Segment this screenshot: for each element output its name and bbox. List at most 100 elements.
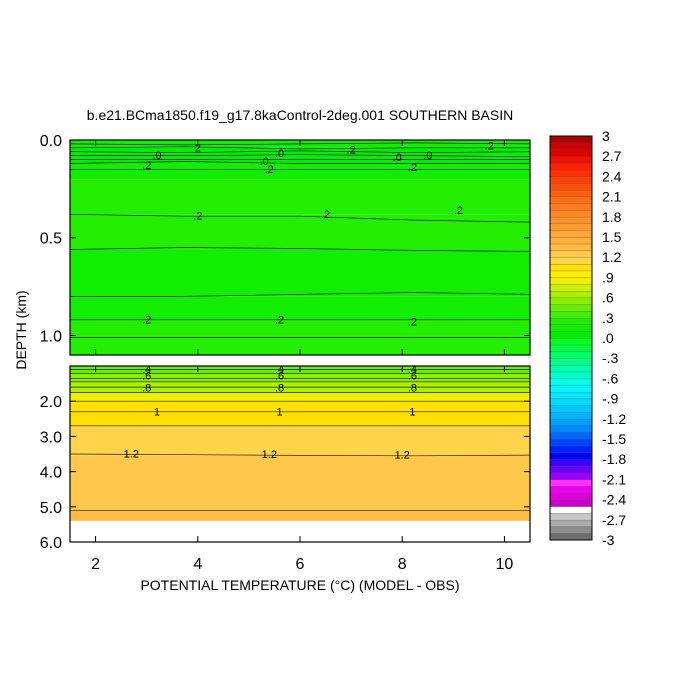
colorbar-swatch	[549, 216, 593, 224]
lower-panel-contours	[69, 369, 531, 511]
colorbar-swatch	[549, 156, 593, 164]
colorbar-swatch	[549, 236, 593, 245]
colorbar-swatch	[549, 472, 593, 480]
colorbar-swatch	[549, 324, 593, 332]
colorbar-swatch	[549, 364, 593, 373]
x-axis-ticks: 2 4 6 8 10	[91, 140, 513, 573]
colorbar-swatch	[549, 506, 593, 514]
colorbar-swatch	[549, 290, 593, 299]
upper-panel-fill	[70, 140, 530, 355]
colorbar-tick-labels: 3 2.7 2.4 2.1 1.8 1.5 1.2 .9 .6 .3 .0 -.3 -.6 -.9 -1.2…	[602, 128, 626, 548]
contour-label: .4	[408, 364, 417, 376]
colorbar-swatch	[549, 533, 593, 541]
upper-panel-y-ticks: 0.0 0.5 1.0	[40, 133, 530, 345]
contour-band	[70, 249, 530, 297]
contour-label: .6	[275, 370, 284, 382]
contour-label: .2	[193, 211, 202, 223]
x-axis-label: POTENTIAL TEMPERATURE (°C) (MODEL - OBS)	[140, 577, 459, 593]
colorbar-tick-label: .0	[602, 330, 614, 346]
chart-title: b.e21.BCma1850.f19_g17.8kaControl-2deg.0…	[87, 107, 513, 123]
contour-band	[70, 214, 530, 250]
contour-label: .0	[393, 152, 402, 164]
y-tick-label: 0.5	[40, 231, 62, 248]
lower-panel-y-ticks: 2.0 3.0 4.0 5.0 6.0	[40, 394, 530, 552]
colorbar-tick-label: -2.1	[602, 471, 626, 487]
contour-label: .0	[275, 148, 284, 160]
colorbar-swatch	[549, 304, 593, 312]
colorbar-swatch	[549, 485, 593, 494]
colorbar-swatch	[549, 223, 593, 231]
colorbar-swatch	[549, 519, 593, 527]
colorbar-swatch	[549, 189, 593, 198]
colorbar-swatch	[549, 465, 593, 474]
colorbar-swatch	[549, 243, 593, 251]
colorbar-swatch	[549, 263, 593, 272]
colorbar-tick-label: -.9	[602, 391, 619, 407]
colorbar-tick-label: -.6	[602, 370, 619, 386]
y-tick-label: 4.0	[40, 465, 62, 482]
colorbar-swatch	[549, 411, 593, 420]
colorbar-swatch	[549, 270, 593, 278]
colorbar-swatch	[549, 378, 593, 386]
contour-label: .2	[485, 140, 494, 152]
contour-band	[70, 179, 530, 215]
upper-panel: 2.0.2.0.2.0.2.0.2.0.2.2.2.2.2.2.2 0.00.5…	[40, 133, 531, 356]
contour-band	[70, 373, 530, 382]
y-tick-label: 5.0	[40, 500, 62, 517]
colorbar-swatch	[549, 526, 593, 534]
colorbar-swatch	[549, 277, 593, 285]
contour-label: .4	[275, 364, 284, 376]
contour-label: .2	[275, 314, 284, 326]
colorbar-tick-label: 1.8	[602, 209, 622, 225]
contour-band	[70, 425, 530, 456]
contour-label: 2	[195, 142, 201, 154]
y-axis-label: DEPTH (km)	[13, 290, 29, 369]
colorbar-tick-label: 1.5	[602, 229, 622, 245]
contour-line	[69, 150, 531, 154]
contour-line	[69, 247, 531, 252]
contour-label: 1.2	[262, 449, 277, 461]
colorbar-tick-label: 2.1	[602, 189, 622, 205]
colorbar-swatch	[549, 209, 593, 218]
colorbar-tick-label: .9	[602, 269, 614, 285]
colorbar-tick-label: -.3	[602, 350, 619, 366]
contour-label: .2	[142, 314, 151, 326]
colorbar-swatch	[549, 331, 593, 339]
contour-line	[70, 292, 531, 297]
contour-line	[69, 453, 531, 457]
colorbar: 3 2.7 2.4 2.1 1.8 1.5 1.2 .9 .6 .3 .0 -.3 -.6 -.9 -1.2…	[549, 128, 626, 548]
colorbar-swatch	[549, 337, 593, 346]
contour-label: 1	[154, 406, 160, 418]
contour-label: 1.2	[395, 450, 410, 462]
colorbar-swatch	[549, 162, 593, 171]
contour-band	[70, 147, 530, 156]
y-tick-label: 1.0	[40, 328, 62, 345]
colorbar-swatch	[549, 182, 593, 191]
contour-band	[70, 510, 530, 521]
colorbar-swatch	[549, 459, 593, 467]
x-tick-label: 10	[496, 556, 514, 573]
colorbar-swatch	[549, 384, 593, 393]
contour-label: .6	[142, 370, 151, 382]
contour-line	[69, 146, 530, 150]
contour-band	[70, 319, 530, 336]
colorbar-swatch	[549, 297, 593, 305]
contour-label: .0	[423, 150, 432, 162]
contour-label: .2	[347, 144, 356, 156]
colorbar-swatch	[549, 425, 593, 433]
contour-label: .2	[265, 164, 274, 176]
colorbar-swatch	[549, 479, 593, 487]
contour-label: .8	[408, 382, 417, 394]
colorbar-swatch	[549, 512, 593, 521]
contour-label: .2	[408, 162, 417, 174]
contour-label: .2	[408, 316, 417, 328]
colorbar-swatch	[549, 310, 593, 319]
contour-label: .6	[408, 370, 417, 382]
contour-label: 1	[276, 406, 282, 418]
contour-label: .8	[275, 382, 284, 394]
colorbar-swatch	[549, 250, 593, 258]
y-tick-label: 6.0	[40, 535, 62, 552]
colorbar-swatch	[549, 492, 593, 501]
contour-band	[70, 296, 530, 320]
